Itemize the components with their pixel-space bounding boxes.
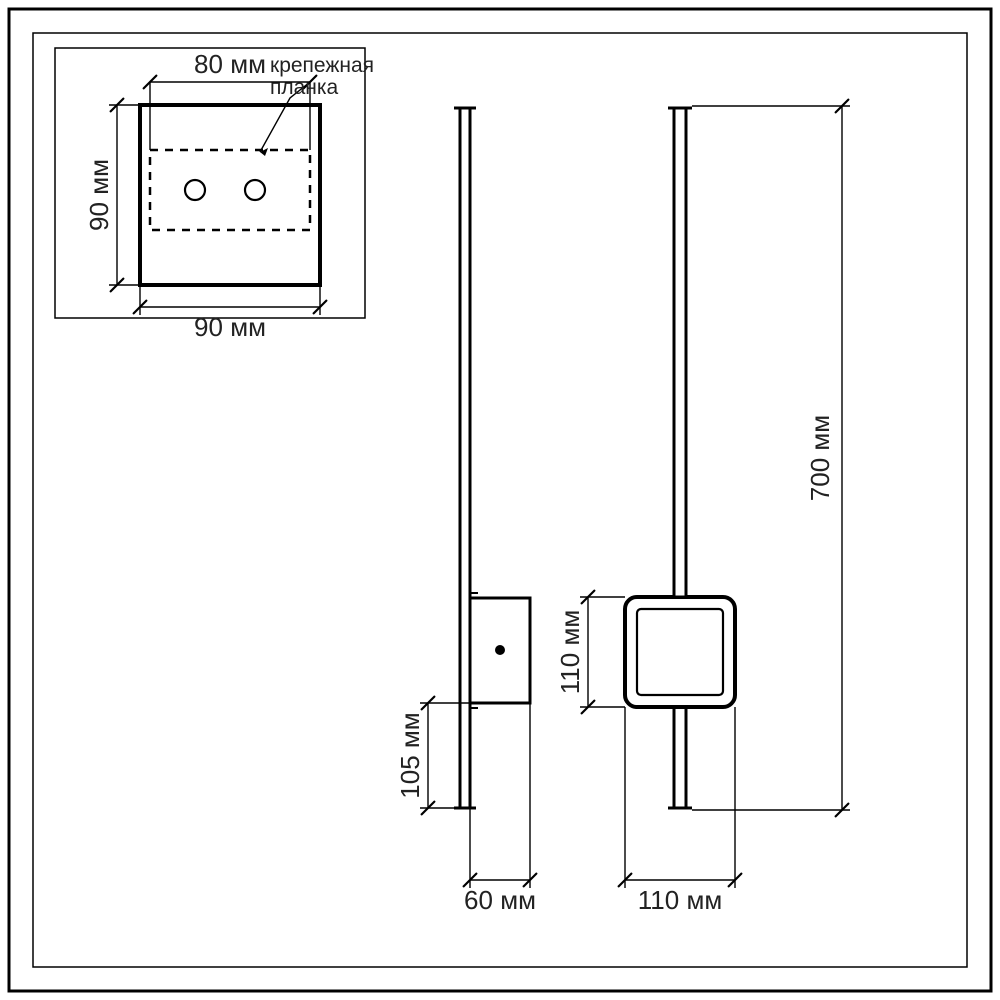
dim-d105: 105 мм: [395, 712, 425, 798]
front-plate: [625, 597, 735, 707]
dim-d110h: 110 мм: [638, 885, 722, 915]
side-screw: [495, 645, 505, 655]
dim-d80: 80 мм: [194, 49, 266, 79]
dim-d90h: 90 мм: [194, 312, 266, 342]
dim-d60: 60 мм: [464, 885, 536, 915]
dim-d90v: 90 мм: [84, 159, 114, 231]
dim-d110v: 110 мм: [555, 610, 585, 694]
dim-d700: 700 мм: [805, 415, 835, 501]
mount-base: [140, 105, 320, 285]
